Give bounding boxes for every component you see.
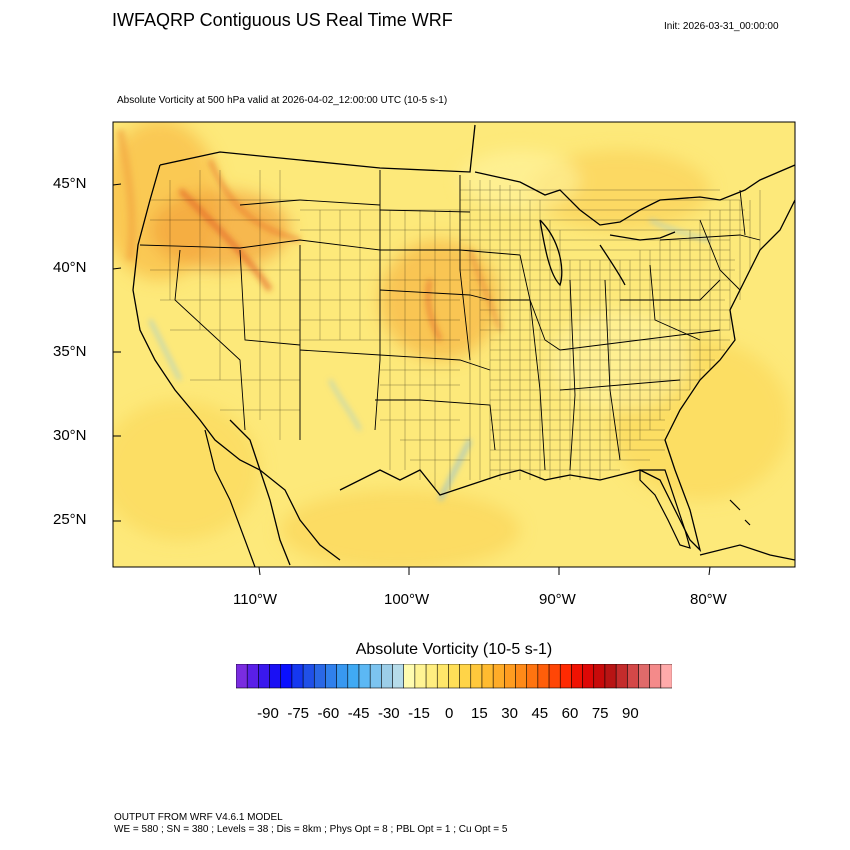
footer-config: WE = 580 ; SN = 380 ; Levels = 38 ; Dis … <box>114 824 508 835</box>
colorbar-swatch <box>593 664 606 689</box>
colorbar-swatch <box>537 664 550 689</box>
caribbean-coast <box>699 544 795 561</box>
colorbar-swatch <box>660 664 672 689</box>
baja-coast <box>204 429 256 567</box>
colorbar-swatch <box>291 664 304 689</box>
init-time: Init: 2026-03-31_00:00:00 <box>664 21 779 32</box>
colorbar-swatch <box>369 664 382 689</box>
coastlines <box>132 124 795 566</box>
field-description: Absolute Vorticity at 500 hPa valid at 2… <box>117 95 448 106</box>
colorbar-tick-label: -90 <box>257 705 279 722</box>
colorbar-swatch <box>492 664 505 689</box>
colorbar-tick-label: 75 <box>591 705 609 722</box>
colorbar-swatch <box>559 664 572 689</box>
lon-label-110: 110°W <box>233 591 278 608</box>
colorbar-swatch <box>526 664 539 689</box>
colorbar-swatch <box>626 664 639 689</box>
lat-label-45: 45°N <box>53 175 87 192</box>
lon-ticks <box>258 566 711 576</box>
colorbar-swatch <box>302 664 315 689</box>
colorbar-swatch <box>258 664 271 689</box>
lat-label-25: 25°N <box>53 511 87 528</box>
colorbar-swatch <box>392 664 405 689</box>
colorbar-tick-label: 0 <box>445 705 454 722</box>
map-border <box>112 121 796 568</box>
colorbar-swatch <box>325 664 338 689</box>
colorbar-swatch <box>582 664 595 689</box>
colorbar-swatch <box>269 664 282 689</box>
colorbar-swatch <box>548 664 561 689</box>
colorbar-tick-label: 60 <box>561 705 579 722</box>
colorbar-swatch <box>604 664 617 689</box>
colorbar-tick-label: -45 <box>347 705 370 722</box>
lat-ticks <box>112 183 122 522</box>
colorbar-swatch <box>414 664 427 689</box>
colorbar-swatch <box>313 664 326 689</box>
colorbar-swatch <box>515 664 528 689</box>
colorbar-swatch <box>246 664 259 689</box>
colorbar-swatch <box>336 664 349 689</box>
lat-label-35: 35°N <box>53 343 87 360</box>
colorbar-swatch <box>470 664 483 689</box>
colorbar-swatch <box>236 664 248 689</box>
colorbar-tick-label: 30 <box>501 705 518 722</box>
colorbar-swatch <box>347 664 360 689</box>
colorbar-swatch <box>425 664 438 689</box>
colorbar-swatch <box>358 664 371 689</box>
colorbar-swatch <box>615 664 628 689</box>
florida-outline <box>639 469 691 549</box>
colorbar-swatch <box>459 664 472 689</box>
lon-label-80: 80°W <box>690 591 727 608</box>
colorbar-tick-label: -60 <box>317 705 340 722</box>
lon-label-90: 90°W <box>539 591 576 608</box>
colorbar-swatch <box>280 664 293 689</box>
colorbar <box>236 664 672 689</box>
lat-label-40: 40°N <box>53 259 87 276</box>
county-borders <box>150 170 761 490</box>
colorbar-swatch <box>649 664 662 689</box>
colorbar-swatch <box>448 664 461 689</box>
colorbar-tick-label: 90 <box>622 705 639 722</box>
vorticity-streaks <box>116 129 711 501</box>
lon-label-100: 100°W <box>384 591 430 608</box>
colorbar-tick-label: -15 <box>408 705 430 722</box>
colorbar-swatch <box>403 664 416 689</box>
colorbar-swatch <box>481 664 494 689</box>
map-title: IWFAQRP Contiguous US Real Time WRF <box>112 10 453 30</box>
colorbar-swatch <box>638 664 651 689</box>
colorbar-title: Absolute Vorticity (10-5 s-1) <box>355 641 553 658</box>
colorbar-tick-label: 45 <box>531 705 549 722</box>
colorbar-swatch <box>436 664 449 689</box>
lat-label-30: 30°N <box>53 427 87 444</box>
colorbar-tick-label: -75 <box>287 705 310 722</box>
colorbar-swatch <box>381 664 394 689</box>
colorbar-swatch <box>504 664 516 689</box>
colorbar-swatch <box>571 664 584 689</box>
colorbar-tick-label: 15 <box>471 705 488 722</box>
footer-model: OUTPUT FROM WRF V4.6.1 MODEL <box>114 812 283 823</box>
colorbar-tick-label: -30 <box>377 705 400 722</box>
